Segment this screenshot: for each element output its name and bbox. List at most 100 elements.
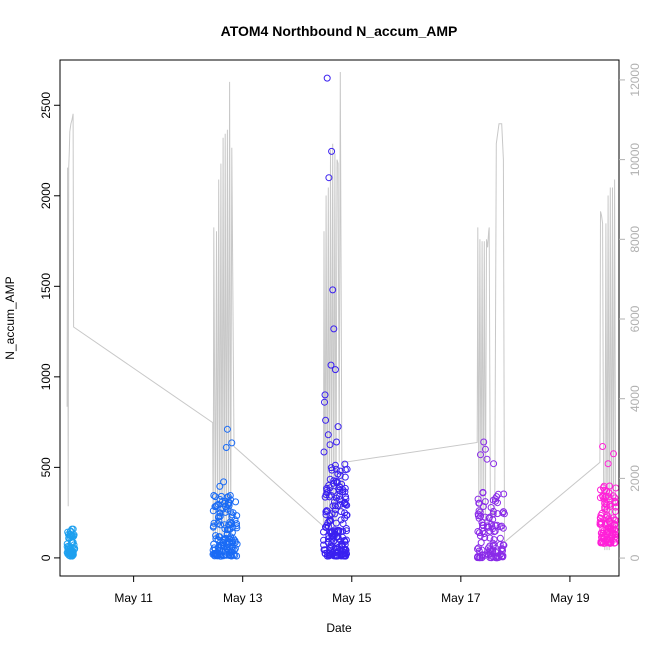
data-point <box>209 550 217 558</box>
y2-tick-label: 0 <box>628 554 642 561</box>
data-point <box>495 554 503 561</box>
data-point <box>331 502 339 510</box>
data-point <box>213 501 221 509</box>
data-point <box>599 443 607 450</box>
x-tick-label: May 13 <box>223 591 263 605</box>
y-tick-label: 500 <box>39 457 53 477</box>
data-point <box>479 488 487 496</box>
data-point <box>229 523 237 531</box>
data-point <box>328 147 336 155</box>
x-tick-label: May 17 <box>441 591 481 605</box>
data-point <box>478 524 486 532</box>
data-point <box>222 497 229 505</box>
data-point <box>322 511 330 519</box>
chart-title: ATOM4 Northbound N_accum_AMP <box>221 23 458 39</box>
data-point <box>336 496 344 504</box>
data-point <box>210 522 217 530</box>
plot-frame <box>59 59 620 577</box>
data-point <box>481 534 489 541</box>
data-point <box>341 484 349 492</box>
data-point <box>499 524 507 532</box>
data-point <box>329 286 337 294</box>
data-point <box>597 486 604 494</box>
data-point <box>474 554 482 562</box>
data-point <box>342 525 350 532</box>
data-point <box>329 502 337 510</box>
data-point <box>210 519 218 527</box>
y-tick-label: 2000 <box>39 182 53 209</box>
data-point <box>487 504 495 511</box>
data-point <box>321 398 328 406</box>
x-tick-label: May 15 <box>332 591 372 605</box>
data-point <box>490 460 498 468</box>
y-axis-label: N_accum_AMP <box>3 276 17 359</box>
data-point <box>220 552 228 560</box>
data-point <box>599 534 607 542</box>
data-point <box>324 431 332 439</box>
data-point <box>71 545 79 552</box>
data-point <box>604 524 612 532</box>
data-point <box>225 547 233 554</box>
data-point <box>219 541 227 549</box>
data-point <box>494 547 502 555</box>
data-point <box>228 513 236 521</box>
line-series <box>66 71 617 551</box>
data-point <box>343 465 351 473</box>
data-point <box>480 438 488 446</box>
y2-tick-label: 8000 <box>628 226 642 253</box>
data-point <box>331 366 339 374</box>
data-point <box>341 473 349 481</box>
data-point <box>489 507 497 515</box>
series-line <box>66 71 617 551</box>
data-point <box>331 544 339 552</box>
data-point <box>322 416 330 424</box>
data-point <box>481 445 489 453</box>
data-point <box>331 506 339 514</box>
data-point <box>231 551 239 559</box>
data-point <box>222 444 230 451</box>
data-point <box>228 529 236 536</box>
data-point <box>338 542 346 550</box>
data-point <box>326 441 334 449</box>
data-point <box>611 520 619 528</box>
data-point <box>596 514 604 522</box>
data-point <box>337 516 345 524</box>
data-point <box>65 534 73 542</box>
data-point <box>220 478 228 486</box>
data-point <box>490 536 498 544</box>
data-point <box>209 507 217 515</box>
data-point <box>219 539 227 547</box>
data-point <box>216 482 224 490</box>
data-point <box>69 533 76 541</box>
data-point <box>328 532 336 540</box>
data-point <box>486 534 494 542</box>
data-point <box>331 526 338 534</box>
data-point <box>63 549 71 556</box>
data-point <box>334 423 342 431</box>
data-point <box>217 505 225 513</box>
data-point <box>484 551 492 558</box>
point-series <box>63 74 620 562</box>
data-point <box>233 540 241 548</box>
y2-tick-label: 12000 <box>628 63 642 97</box>
data-point <box>477 451 484 459</box>
data-point <box>327 361 335 369</box>
data-point <box>214 536 222 544</box>
data-point <box>320 448 328 456</box>
data-point <box>339 533 346 541</box>
data-point <box>233 520 240 528</box>
data-point <box>493 493 501 501</box>
data-point <box>330 537 338 545</box>
data-point <box>334 527 342 535</box>
data-point <box>341 488 349 496</box>
data-point <box>327 543 335 551</box>
data-point <box>477 539 485 547</box>
data-point <box>323 74 331 82</box>
data-point <box>481 513 489 521</box>
data-point <box>610 450 617 458</box>
data-point <box>233 512 241 520</box>
data-point <box>223 425 231 433</box>
data-point <box>611 498 619 506</box>
data-point <box>605 515 613 523</box>
